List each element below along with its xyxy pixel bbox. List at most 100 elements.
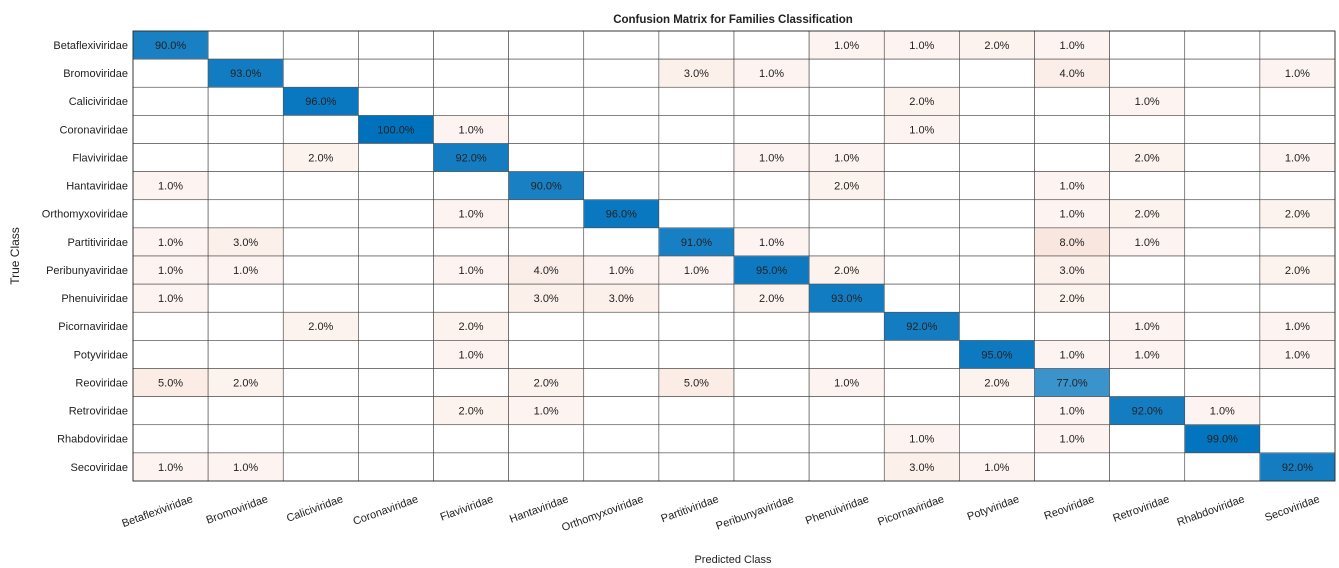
cell-bg: [207, 115, 284, 144]
cell: [884, 425, 960, 453]
cell-bg: [207, 452, 284, 482]
cell-label: 1.0%: [158, 462, 183, 474]
cell-bg: [1109, 58, 1186, 88]
cell-bg: [1034, 58, 1110, 88]
cell-label: 2.0%: [984, 377, 1009, 389]
cell: [208, 59, 283, 87]
cell: [1260, 59, 1335, 87]
cell: [433, 340, 509, 369]
y-tick-label: Betaflexiviridae: [53, 40, 128, 52]
cell-bg: [733, 143, 810, 172]
cell-label: 1.0%: [1135, 321, 1160, 333]
cell-bg: [1259, 283, 1336, 313]
cell-bg: [583, 424, 660, 454]
cell: [508, 396, 584, 425]
cell-label: 4.0%: [1060, 68, 1085, 80]
cell-label: 1.0%: [1060, 406, 1085, 418]
cell-bg: [282, 255, 359, 285]
cell-bg: [207, 283, 284, 313]
cell-bg: [1184, 199, 1261, 229]
cell: [1034, 284, 1110, 312]
cell-bg: [1034, 255, 1110, 285]
cell-bg: [358, 424, 434, 454]
cell-bg: [883, 283, 960, 313]
cell-bg: [658, 424, 735, 454]
cell-bg: [1034, 396, 1110, 426]
cell-bg: [508, 58, 585, 88]
x-tick-label: Secoviridae: [1263, 493, 1321, 524]
cell-label: 1.0%: [909, 40, 934, 52]
cell-bg: [358, 368, 434, 397]
cell: [809, 368, 884, 397]
cell-bg: [883, 58, 960, 88]
cell-label: 93.0%: [831, 293, 862, 305]
cell: [884, 312, 960, 341]
cell: [809, 171, 884, 200]
y-tick-label: Orthomyxoviridae: [42, 209, 128, 221]
y-tick-label: Rhabdoviridae: [57, 434, 128, 446]
cell-bg: [207, 86, 284, 116]
cell-label: 1.0%: [909, 124, 934, 136]
cell-bg: [733, 199, 810, 229]
cell-bg: [282, 171, 359, 201]
cell-bg: [808, 340, 885, 369]
cell-bg: [207, 199, 284, 229]
cell-label: 3.0%: [909, 462, 934, 474]
cell: [884, 453, 960, 481]
cell: [1260, 340, 1335, 369]
cell-label: 2.0%: [1285, 209, 1310, 221]
y-tick-label: Phenuiviridae: [61, 293, 128, 305]
x-tick-label: Peribunyaviridae: [714, 493, 795, 532]
cell-label: 1.0%: [834, 152, 859, 164]
cell-label: 1.0%: [1285, 321, 1310, 333]
cell: [208, 368, 283, 397]
cell: [283, 87, 359, 116]
cell-bg: [959, 311, 1035, 341]
cell-bg: [282, 143, 359, 172]
cell-bg: [959, 396, 1035, 426]
cell-bg: [1184, 58, 1261, 88]
cell-label: 1.0%: [909, 434, 934, 446]
cell-bg: [358, 452, 434, 482]
cell: [133, 368, 208, 397]
cell-bg: [433, 424, 509, 454]
cell-bg: [508, 424, 585, 454]
cell-label: 2.0%: [759, 293, 784, 305]
cell-bg: [282, 311, 359, 341]
cell-label: 92.0%: [455, 152, 486, 164]
cell-bg: [358, 340, 434, 369]
cell-bg: [508, 227, 585, 257]
cell-label: 99.0%: [1207, 434, 1238, 446]
cell-label: 2.0%: [834, 265, 859, 277]
cell-label: 2.0%: [459, 406, 484, 418]
cell-bg: [1109, 452, 1186, 482]
cell-label: 1.0%: [834, 40, 859, 52]
cell-label: 3.0%: [534, 293, 559, 305]
cell: [133, 284, 208, 312]
cell: [208, 453, 283, 481]
plot-border: [132, 30, 1336, 482]
cell-bg: [959, 283, 1035, 313]
cell-label: 8.0%: [1060, 237, 1085, 249]
cell-bg: [1184, 86, 1261, 116]
cell-bg: [733, 30, 810, 60]
cell: [959, 340, 1035, 369]
cell: [1034, 256, 1110, 284]
cell-bg: [808, 115, 885, 144]
cell: [433, 143, 509, 172]
cell-bg: [1034, 199, 1110, 229]
cell: [584, 200, 659, 228]
cell-bg: [358, 255, 434, 285]
cell-label: 1.0%: [1135, 349, 1160, 361]
cell-label: 2.0%: [1285, 265, 1310, 277]
cell-bg: [808, 255, 885, 285]
cell-label: 1.0%: [984, 462, 1009, 474]
cell-bg: [433, 86, 509, 116]
cell-bg: [282, 30, 359, 60]
cell-bg: [883, 143, 960, 172]
cell: [1034, 31, 1110, 59]
cell: [1260, 143, 1335, 172]
cell: [1109, 396, 1185, 425]
cell-bg: [959, 255, 1035, 285]
cell-label: 4.0%: [534, 265, 559, 277]
